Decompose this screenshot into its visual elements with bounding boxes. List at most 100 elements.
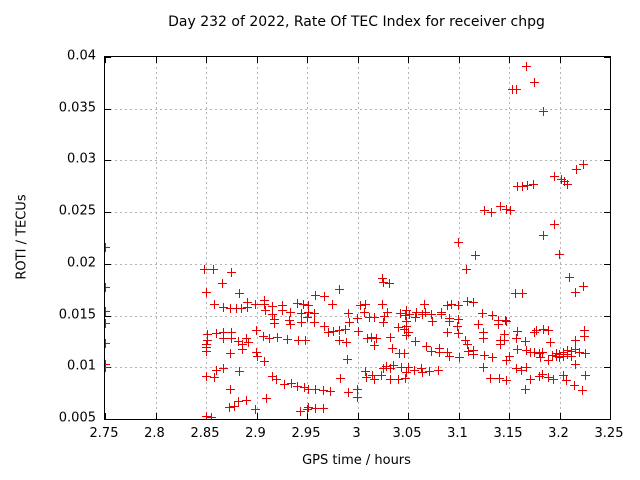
data-point [270,319,280,329]
data-point [551,349,561,359]
data-point [386,375,396,385]
data-point [361,299,371,309]
data-point [342,354,352,364]
data-point [233,396,243,406]
data-point [403,327,413,337]
data-point [260,356,270,366]
data-point [294,335,304,345]
data-point [379,318,389,328]
data-point [454,300,463,310]
data-point [202,335,212,345]
data-point [300,383,310,393]
data-point [225,384,235,394]
data-point [261,305,271,315]
data-point [500,335,510,345]
plot-area [104,56,611,420]
data-point [543,325,553,335]
y-tick-label: 0.015 [58,307,96,323]
data-point [262,393,272,403]
data-point [570,381,580,391]
data-point [411,307,421,317]
data-point [302,313,312,323]
data-point [396,309,406,318]
data-point [579,160,589,170]
data-point [512,345,522,355]
data-point [500,329,510,339]
grid-line-horizontal [105,212,610,214]
data-point [454,328,463,338]
data-point [354,326,363,336]
y-tick-mark [604,263,610,265]
data-point [516,365,526,375]
data-point [402,317,412,327]
data-point [252,348,261,358]
data-point [335,374,345,384]
data-point [549,220,559,230]
data-point [400,324,410,334]
data-point [512,181,522,191]
data-point [344,318,354,328]
data-point [502,317,512,327]
x-tick-mark [559,413,561,419]
data-point [488,353,498,363]
data-point [452,322,462,332]
data-point [380,312,390,322]
data-point [538,231,548,241]
data-point [389,360,399,370]
data-point [505,205,515,215]
data-point [252,325,261,335]
grid-line-vertical [408,57,409,419]
x-tick-label: 2.8 [144,426,165,441]
data-point [278,300,288,310]
y-tick-mark [105,419,111,420]
data-point [545,337,555,347]
data-point [480,351,490,361]
data-point [474,320,484,330]
x-tick-mark [357,57,359,63]
y-tick-mark [105,263,111,265]
x-tick-mark [408,57,409,63]
x-tick-label: 2.9 [245,426,266,441]
data-point [372,333,382,343]
data-point [309,309,319,318]
data-point [496,202,506,212]
data-point [211,365,221,375]
data-point [234,366,244,376]
data-point [310,404,320,414]
data-point [537,348,547,358]
data-point [231,303,241,313]
data-point [280,380,290,390]
data-point [299,299,309,309]
data-point [404,310,414,320]
data-point [105,306,110,316]
x-tick-mark [408,413,409,419]
data-point [334,325,344,335]
data-point [353,384,362,394]
data-point [427,317,437,327]
y-tick-mark [105,212,111,214]
data-point [567,347,577,357]
data-point [202,329,212,339]
data-point [538,107,548,117]
data-point [253,352,262,362]
data-point [572,165,582,175]
data-point [283,334,293,344]
grid-line-vertical [256,57,258,419]
data-point [379,277,389,287]
data-point [420,307,430,317]
data-point [259,331,269,341]
data-point [517,289,527,299]
data-point [563,350,573,360]
grid-line-vertical [206,57,207,419]
data-point [504,352,514,362]
x-tick-label: 2.85 [190,426,220,441]
data-point [520,384,530,394]
data-point [362,373,372,383]
grid-line-horizontal [105,160,610,162]
data-point [434,348,444,358]
data-point [250,299,260,309]
grid-line-vertical [559,57,561,419]
x-tick-label: 3.05 [392,426,422,441]
data-point [379,363,389,373]
data-point [469,297,479,307]
